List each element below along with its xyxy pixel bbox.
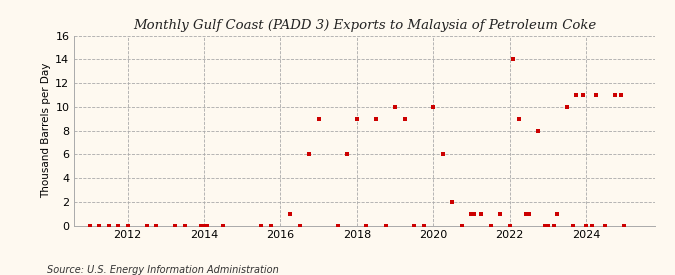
Point [549, 223, 560, 228]
Point [170, 223, 181, 228]
Point [495, 211, 506, 216]
Point [619, 223, 630, 228]
Point [476, 211, 487, 216]
Point [456, 223, 467, 228]
Text: Source: U.S. Energy Information Administration: Source: U.S. Energy Information Administ… [47, 265, 279, 275]
Point [562, 105, 572, 109]
Point [380, 223, 391, 228]
Point [508, 57, 518, 62]
Point [437, 152, 448, 156]
Point [610, 93, 620, 97]
Point [304, 152, 315, 156]
Point [466, 211, 477, 216]
Point [543, 223, 554, 228]
Point [552, 211, 563, 216]
Point [256, 223, 267, 228]
Point [198, 223, 209, 228]
Point [399, 117, 410, 121]
Point [371, 117, 381, 121]
Point [571, 93, 582, 97]
Point [361, 223, 372, 228]
Point [504, 223, 515, 228]
Point [294, 223, 305, 228]
Point [196, 223, 207, 228]
Point [578, 93, 589, 97]
Point [180, 223, 190, 228]
Point [599, 223, 610, 228]
Point [590, 93, 601, 97]
Point [352, 117, 362, 121]
Point [447, 200, 458, 204]
Point [218, 223, 229, 228]
Point [389, 105, 400, 109]
Title: Monthly Gulf Coast (PADD 3) Exports to Malaysia of Petroleum Coke: Monthly Gulf Coast (PADD 3) Exports to M… [133, 19, 596, 32]
Point [485, 223, 496, 228]
Point [142, 223, 153, 228]
Y-axis label: Thousand Barrels per Day: Thousand Barrels per Day [41, 63, 51, 198]
Point [202, 223, 213, 228]
Point [332, 223, 343, 228]
Point [103, 223, 114, 228]
Point [428, 105, 439, 109]
Point [84, 223, 95, 228]
Point [568, 223, 578, 228]
Point [533, 128, 543, 133]
Point [580, 223, 591, 228]
Point [151, 223, 162, 228]
Point [520, 211, 531, 216]
Point [265, 223, 276, 228]
Point [342, 152, 353, 156]
Point [313, 117, 324, 121]
Point [285, 211, 296, 216]
Point [616, 93, 626, 97]
Point [469, 211, 480, 216]
Point [418, 223, 429, 228]
Point [122, 223, 133, 228]
Point [539, 223, 550, 228]
Point [514, 117, 524, 121]
Point [523, 211, 534, 216]
Point [587, 223, 598, 228]
Point [94, 223, 105, 228]
Point [409, 223, 420, 228]
Point [113, 223, 124, 228]
